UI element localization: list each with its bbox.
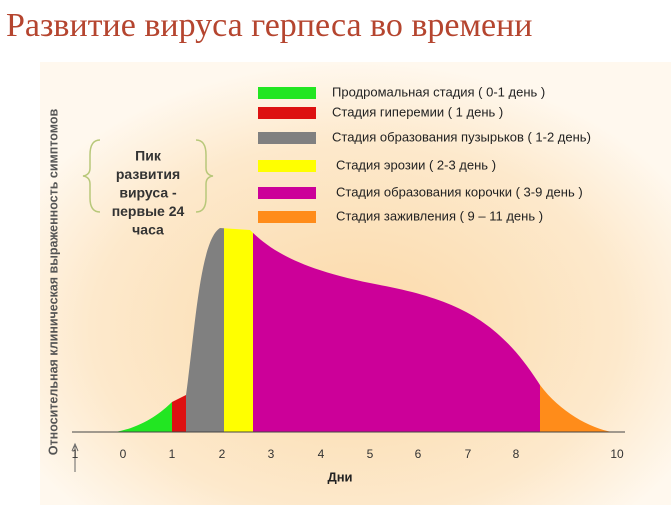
x-tick-label: 8 — [513, 447, 520, 461]
legend-label: Стадия заживления ( 9 – 11 день ) — [336, 208, 543, 223]
legend-swatch — [258, 132, 316, 144]
brace-left — [82, 139, 101, 213]
legend-label: Продромальная стадия ( 0-1 день ) — [332, 84, 545, 99]
callout-text: Пик — [135, 148, 162, 164]
callout-text: часа — [132, 222, 164, 238]
legend-swatch — [258, 107, 316, 119]
legend-label: Стадия образования корочки ( 3-9 день ) — [336, 184, 583, 199]
x-tick-label: 10 — [610, 447, 624, 461]
title: Развитие вируса герпеса во времени — [6, 7, 533, 44]
x-tick-label: 3 — [268, 447, 275, 461]
legend-swatch — [258, 87, 316, 99]
legend-swatch — [258, 187, 316, 199]
x-tick-label: 1 — [169, 447, 176, 461]
callout-text: развития — [116, 166, 180, 182]
callout-text: первые 24 — [112, 203, 185, 219]
legend-swatch — [258, 211, 316, 223]
x-tick-label: 4 — [318, 447, 325, 461]
legend-label: Стадия гиперемии ( 1 день ) — [332, 104, 503, 119]
x-tick-label: 7 — [465, 447, 472, 461]
x-tick-label: 5 — [367, 447, 374, 461]
x-tick-label: 0 — [120, 447, 127, 461]
legend-label: Стадия образования пузырьков ( 1-2 день) — [332, 129, 591, 144]
x-axis-label: Дни — [327, 469, 352, 484]
axis-arrow-head — [71, 442, 79, 452]
y-axis-label: Относительная клиническая выраженность с… — [46, 109, 60, 456]
legend-label: Стадия эрозии ( 2-3 день ) — [336, 157, 496, 172]
callout-text: вируса - — [119, 185, 177, 201]
legend-swatch — [258, 160, 316, 172]
brace-right — [195, 139, 214, 213]
x-tick-label: 2 — [219, 447, 226, 461]
x-tick-label: 1 — [72, 447, 79, 461]
x-tick-label: 6 — [415, 447, 422, 461]
